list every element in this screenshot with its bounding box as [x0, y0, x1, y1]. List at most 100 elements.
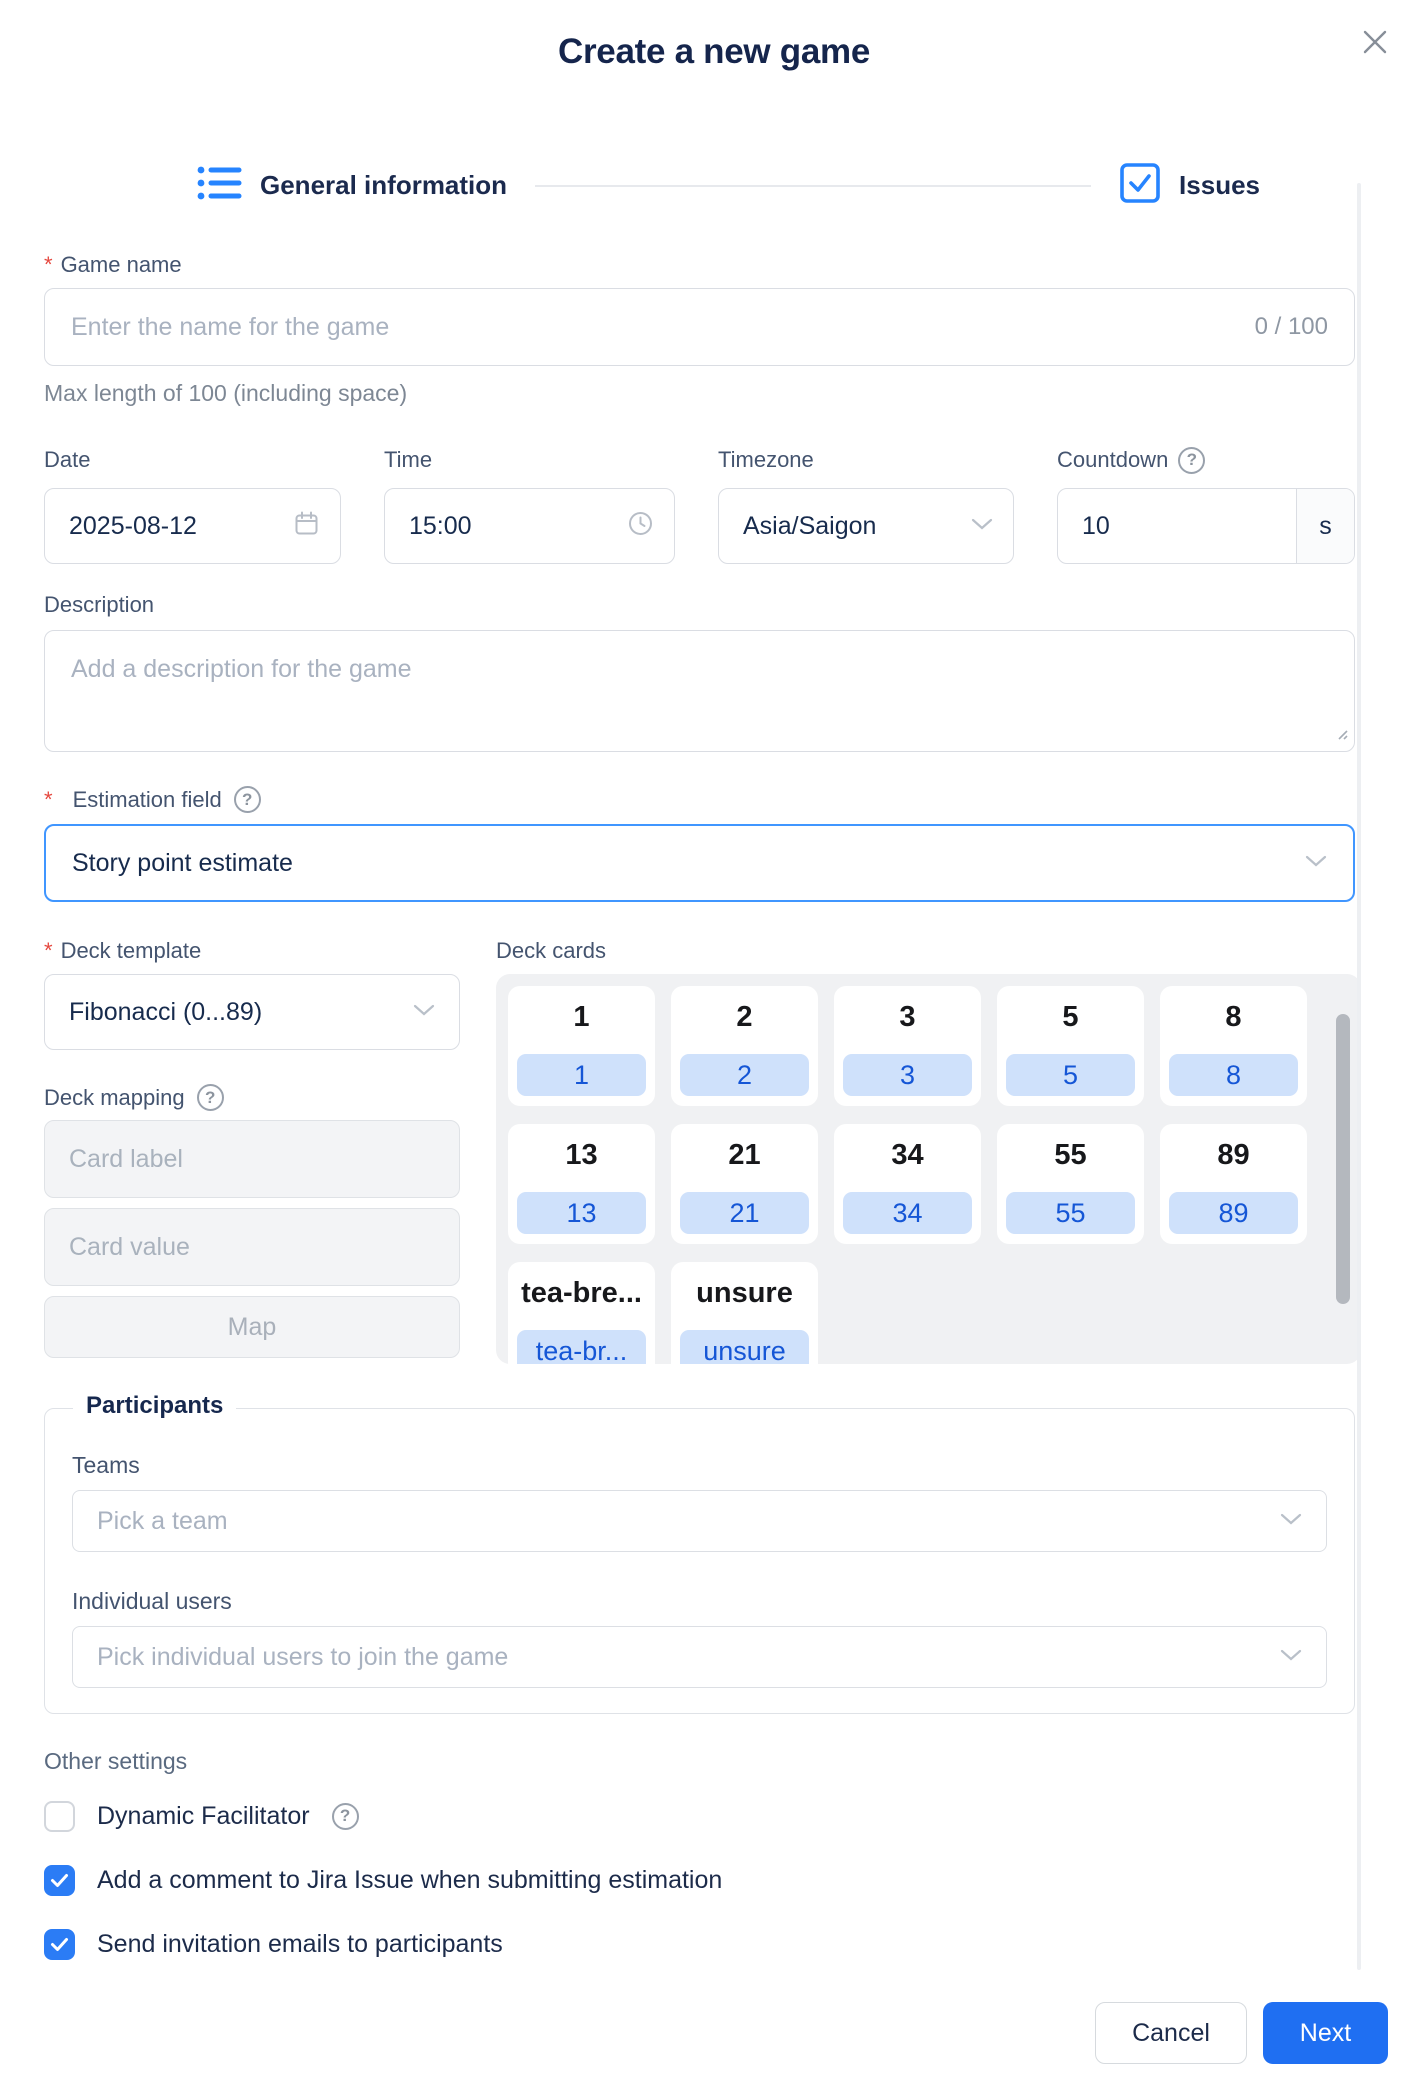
- modal-scrollbar-track[interactable]: [1357, 183, 1361, 1970]
- description-label: Description: [44, 592, 155, 617]
- list-icon: [196, 160, 242, 211]
- countdown-unit: s: [1296, 489, 1354, 563]
- description-textarea[interactable]: [45, 631, 1354, 751]
- calendar-icon: [293, 510, 320, 542]
- teams-label: Teams: [72, 1452, 140, 1478]
- close-button[interactable]: [1354, 22, 1396, 64]
- countdown-input[interactable]: 10 s: [1057, 488, 1355, 564]
- other-settings-label: Other settings: [44, 1748, 188, 1774]
- card-label-input: [44, 1120, 460, 1198]
- clock-icon: [627, 510, 654, 542]
- deck-template-label: * Deck template: [44, 938, 202, 963]
- required-mark: *: [44, 786, 53, 812]
- deck-card: 13 13: [508, 1124, 655, 1244]
- chevron-down-icon: [1280, 1512, 1302, 1530]
- checkbox[interactable]: [44, 1864, 75, 1896]
- individual-users-select[interactable]: Pick individual users to join the game: [72, 1626, 1327, 1688]
- chevron-down-icon: [413, 1003, 435, 1021]
- other-settings-options: Dynamic Facilitator ? Add a comment to J…: [44, 1794, 722, 1966]
- help-icon[interactable]: ?: [331, 1802, 359, 1830]
- game-name-input[interactable]: [71, 312, 1235, 342]
- deck-card: tea-bre... tea-br...: [508, 1262, 655, 1364]
- deck-cards-label: Deck cards: [496, 938, 607, 963]
- schedule-row: Date 2025-08-12 Time 15:00: [44, 446, 1355, 564]
- option-label: Add a comment to Jira Issue when submitt…: [97, 1865, 723, 1894]
- page-title: Create a new game: [558, 32, 870, 71]
- participants-group: Participants: [44, 1392, 1355, 1714]
- time-field: Time 15:00: [384, 446, 675, 564]
- step-label: General information: [260, 170, 508, 200]
- deck-card-label: 34: [891, 1139, 924, 1171]
- deck-card-label: 5: [1062, 1001, 1079, 1033]
- deck-card: 21 21: [671, 1124, 818, 1244]
- deck-card-label: unsure: [696, 1277, 793, 1309]
- deck-card: 5 5: [997, 986, 1144, 1106]
- help-icon[interactable]: ?: [233, 786, 261, 813]
- deck-card: unsure unsure: [671, 1262, 818, 1364]
- resize-handle-icon[interactable]: [1333, 725, 1349, 746]
- deck-card-label: 3: [899, 1001, 916, 1033]
- map-button: Map: [44, 1296, 460, 1358]
- estimation-field-label: * Estimation field ?: [44, 786, 261, 813]
- teams-select[interactable]: Pick a team: [72, 1490, 1327, 1552]
- deck-card-value-pill: 3: [843, 1054, 972, 1096]
- date-label: Date: [44, 447, 91, 472]
- countdown-label: Countdown: [1057, 447, 1169, 472]
- step-label: Issues: [1179, 170, 1260, 200]
- required-mark: *: [44, 938, 53, 963]
- chevron-down-icon: [1305, 854, 1327, 872]
- deck-card-value-pill: 2: [680, 1054, 809, 1096]
- deck-card: 3 3: [834, 986, 981, 1106]
- deck-card-label: 8: [1225, 1001, 1242, 1033]
- step-issues[interactable]: Issues: [1119, 162, 1260, 209]
- chevron-down-icon: [971, 517, 993, 535]
- date-input[interactable]: 2025-08-12: [44, 488, 341, 564]
- estimation-field-select[interactable]: Story point estimate: [44, 824, 1355, 902]
- description-field: [44, 630, 1355, 752]
- deck-card-value-pill: 55: [1006, 1192, 1135, 1234]
- deck-card: 1 1: [508, 986, 655, 1106]
- character-counter: 0 / 100: [1254, 313, 1328, 340]
- date-field: Date 2025-08-12: [44, 446, 341, 564]
- deck-card-value-pill: 21: [680, 1192, 809, 1234]
- timezone-select[interactable]: Asia/Saigon: [718, 488, 1014, 564]
- deck-card-value-pill: 1: [517, 1054, 646, 1096]
- step-general-information[interactable]: General information: [196, 160, 507, 211]
- deck-card-value-pill: 8: [1169, 1054, 1298, 1096]
- deck-card-label: 13: [565, 1139, 598, 1171]
- settings-option-row: Send invitation emails to participants ?: [44, 1922, 722, 1966]
- checkbox-check-icon: [1119, 162, 1161, 209]
- option-label: Send invitation emails to participants: [97, 1929, 503, 1958]
- deck-card-value-pill: 5: [1006, 1054, 1135, 1096]
- deck-card-value-pill: 13: [517, 1192, 646, 1234]
- timezone-field: Timezone Asia/Saigon: [718, 446, 1014, 564]
- deck-card-value-pill: 89: [1169, 1192, 1298, 1234]
- deck-cards-panel: 1 1 2 2 3 3 5 5 8 8 13: [496, 974, 1361, 1364]
- settings-option-row: Add a comment to Jira Issue when submitt…: [44, 1858, 722, 1902]
- checkbox[interactable]: [44, 1800, 75, 1832]
- individual-users-label: Individual users: [72, 1588, 232, 1614]
- participants-legend: Participants: [73, 1392, 237, 1420]
- deck-cards-grid: 1 1 2 2 3 3 5 5 8 8 13: [508, 986, 1307, 1364]
- card-value-input: [44, 1208, 460, 1286]
- deck-cards-scrollbar-thumb[interactable]: [1336, 1014, 1350, 1304]
- deck-card-label: 2: [736, 1001, 753, 1033]
- checkbox[interactable]: [44, 1928, 75, 1960]
- deck-card-label: 21: [728, 1139, 761, 1171]
- deck-card-label: 89: [1217, 1139, 1250, 1171]
- next-button[interactable]: Next: [1263, 2002, 1388, 2064]
- settings-option-row: Dynamic Facilitator ?: [44, 1794, 722, 1838]
- cancel-button[interactable]: Cancel: [1095, 2002, 1247, 2064]
- deck-card-value-pill: 34: [843, 1192, 972, 1234]
- deck-template-select[interactable]: Fibonacci (0...89): [44, 974, 460, 1050]
- deck-card: 34 34: [834, 1124, 981, 1244]
- option-label: Dynamic Facilitator: [97, 1801, 310, 1830]
- chevron-down-icon: [1280, 1648, 1302, 1666]
- help-icon[interactable]: ?: [196, 1084, 224, 1111]
- deck-card-label: 55: [1054, 1139, 1087, 1171]
- stepper-connector: [535, 184, 1092, 187]
- time-input[interactable]: 15:00: [384, 488, 675, 564]
- help-icon[interactable]: ?: [1178, 446, 1206, 474]
- game-name-label: * Game name: [44, 252, 182, 277]
- deck-card: 8 8: [1160, 986, 1307, 1106]
